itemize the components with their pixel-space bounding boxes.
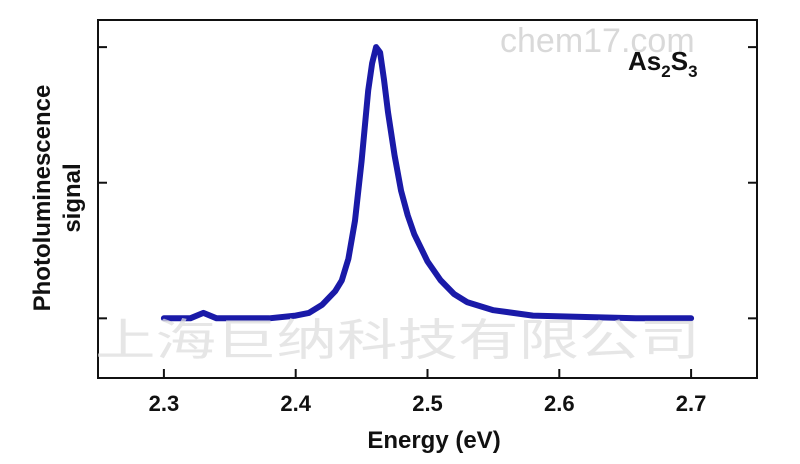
y-axis-title-line-1: Photoluminescence (29, 85, 56, 312)
annotation-as2s3: As2S3 (628, 46, 698, 81)
y-axis-title: Photoluminescence signal (29, 85, 86, 312)
x-axis-title: Energy (eV) (367, 427, 500, 454)
y-axis-ticks (98, 46, 757, 320)
series-line-pl-signal (160, 44, 695, 322)
x-tick-label: 2.5 (412, 391, 443, 416)
watermark-chinese: 上海巨纳科技有限公司 (95, 315, 700, 366)
x-tick-label: 2.6 (544, 391, 575, 416)
x-tick-label: 2.4 (280, 391, 311, 416)
x-tick-label: 2.3 (149, 391, 180, 416)
x-axis-ticks: 2.3 2.4 2.5 2.6 2.7 (149, 369, 707, 416)
y-axis-title-line-2: signal (59, 163, 86, 232)
watermark-latin: chem17.com (500, 22, 695, 60)
x-tick-label: 2.7 (676, 391, 707, 416)
